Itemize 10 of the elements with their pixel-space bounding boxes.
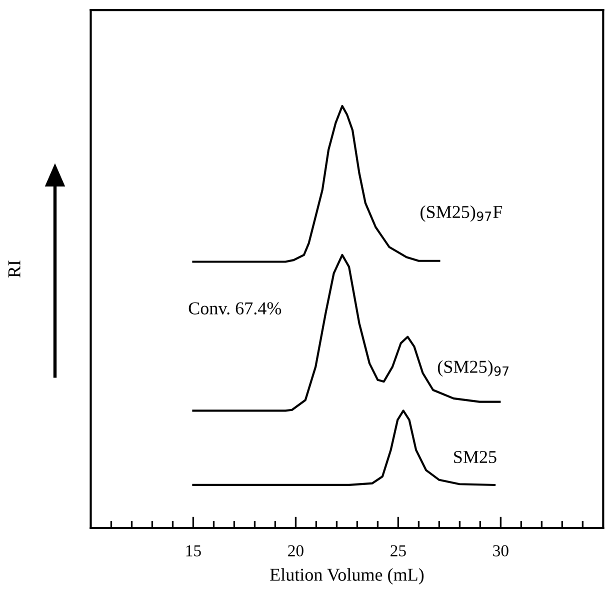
x-tick-label: 20 xyxy=(288,545,304,556)
series-label: SM25 xyxy=(454,450,496,464)
x-tick-label: 15 xyxy=(186,545,201,556)
annotation: Conv. 67.4% xyxy=(188,302,282,315)
y-axis-title: RI xyxy=(8,260,20,278)
x-tick-label: 30 xyxy=(493,545,508,556)
series-label: (SM25)$_{97}$ xyxy=(438,360,509,377)
text: (SM25)$_{97}$F xyxy=(420,205,502,222)
x-tick-label: 25 xyxy=(390,545,406,556)
x-axis-title: Elution Volume (mL) xyxy=(270,568,424,584)
